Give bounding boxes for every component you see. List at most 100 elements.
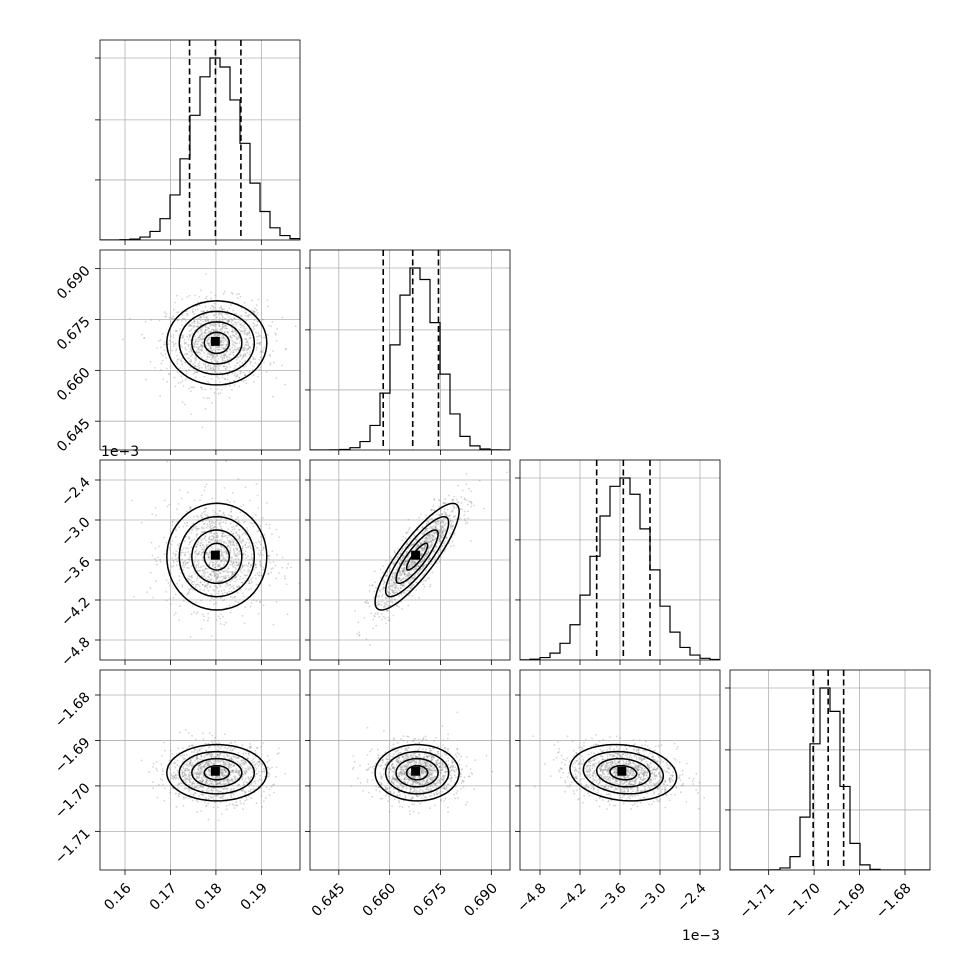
sample-point xyxy=(248,345,251,348)
sample-point xyxy=(180,360,183,363)
sample-point xyxy=(229,384,231,387)
sample-point xyxy=(398,574,401,576)
sample-point xyxy=(236,552,239,555)
sample-point xyxy=(251,771,254,774)
sample-point xyxy=(209,585,211,588)
sample-point xyxy=(463,498,466,501)
sample-point xyxy=(434,525,437,527)
sample-point xyxy=(219,371,221,374)
sample-point xyxy=(151,513,154,515)
sample-point xyxy=(402,563,404,566)
sample-point xyxy=(202,766,204,769)
sample-point xyxy=(217,348,220,351)
sample-point xyxy=(192,345,195,348)
sample-point xyxy=(230,741,233,744)
sample-point xyxy=(391,562,394,565)
sample-point xyxy=(226,350,229,352)
sample-point xyxy=(247,562,250,565)
sample-point xyxy=(254,780,257,783)
sample-point xyxy=(189,780,191,783)
sample-point xyxy=(416,544,419,547)
sample-point xyxy=(217,333,220,336)
sample-point xyxy=(196,773,199,776)
sample-point xyxy=(250,582,253,584)
sample-point xyxy=(232,334,234,336)
sample-point xyxy=(427,560,430,563)
sample-point xyxy=(206,571,209,574)
sample-point xyxy=(386,603,388,606)
sample-point xyxy=(254,514,257,517)
sample-point xyxy=(211,354,214,357)
sample-point xyxy=(245,771,248,773)
sample-point xyxy=(421,547,423,550)
sample-point xyxy=(155,580,157,583)
sample-point xyxy=(206,779,208,781)
sample-point xyxy=(232,541,235,544)
sample-point xyxy=(241,777,243,780)
sample-point xyxy=(438,505,441,508)
sample-point xyxy=(219,576,222,579)
sample-point xyxy=(189,793,192,795)
sample-point xyxy=(216,775,219,778)
sample-point xyxy=(206,339,209,342)
sample-point xyxy=(204,408,207,410)
y-tick-label: −3.6 xyxy=(58,554,93,589)
sample-point xyxy=(236,756,239,759)
sample-point xyxy=(438,538,441,540)
sample-point xyxy=(194,527,197,530)
sample-point xyxy=(221,773,224,775)
sample-point xyxy=(258,760,261,763)
sample-point xyxy=(234,595,237,598)
sample-point xyxy=(209,345,212,348)
sample-point xyxy=(220,768,223,771)
sample-point xyxy=(217,746,220,748)
sample-point xyxy=(227,576,230,579)
sample-point xyxy=(224,733,226,736)
sample-point xyxy=(249,546,252,549)
sample-point xyxy=(224,324,227,326)
sample-point xyxy=(152,787,154,789)
sample-point xyxy=(199,588,202,591)
sample-point xyxy=(194,340,197,342)
sample-point xyxy=(387,591,390,594)
sample-point xyxy=(420,542,423,544)
sample-point xyxy=(233,775,235,778)
sample-point xyxy=(216,328,219,331)
sample-point xyxy=(438,540,441,543)
sample-point xyxy=(393,577,395,580)
sample-point xyxy=(216,316,218,319)
sample-point xyxy=(217,739,220,742)
sample-point xyxy=(232,764,235,767)
sample-point xyxy=(396,591,399,594)
sample-point xyxy=(432,504,435,507)
sample-point xyxy=(425,552,428,555)
sample-point xyxy=(411,579,414,581)
sample-point xyxy=(439,548,442,551)
sample-point xyxy=(247,767,250,770)
sample-point xyxy=(191,528,194,531)
sample-point xyxy=(148,770,151,773)
sample-point xyxy=(435,537,437,540)
sample-point xyxy=(247,752,250,755)
sample-point xyxy=(449,532,452,535)
sample-point xyxy=(220,306,223,309)
sample-point xyxy=(217,580,220,583)
sample-point xyxy=(193,322,196,324)
sample-point xyxy=(235,575,237,578)
sample-point xyxy=(181,760,184,763)
sample-point xyxy=(218,776,220,779)
sample-point xyxy=(230,769,233,772)
sample-point xyxy=(426,540,429,543)
sample-point xyxy=(435,523,438,526)
sample-point xyxy=(407,576,410,578)
sample-point xyxy=(423,547,426,550)
sample-point xyxy=(199,323,202,325)
sample-point xyxy=(251,364,254,367)
sample-point xyxy=(209,353,212,356)
sample-point xyxy=(217,580,220,583)
sample-point xyxy=(379,589,381,592)
sample-point xyxy=(210,752,213,755)
sample-point xyxy=(228,803,231,806)
sample-point xyxy=(207,762,210,765)
sample-point xyxy=(207,337,210,340)
